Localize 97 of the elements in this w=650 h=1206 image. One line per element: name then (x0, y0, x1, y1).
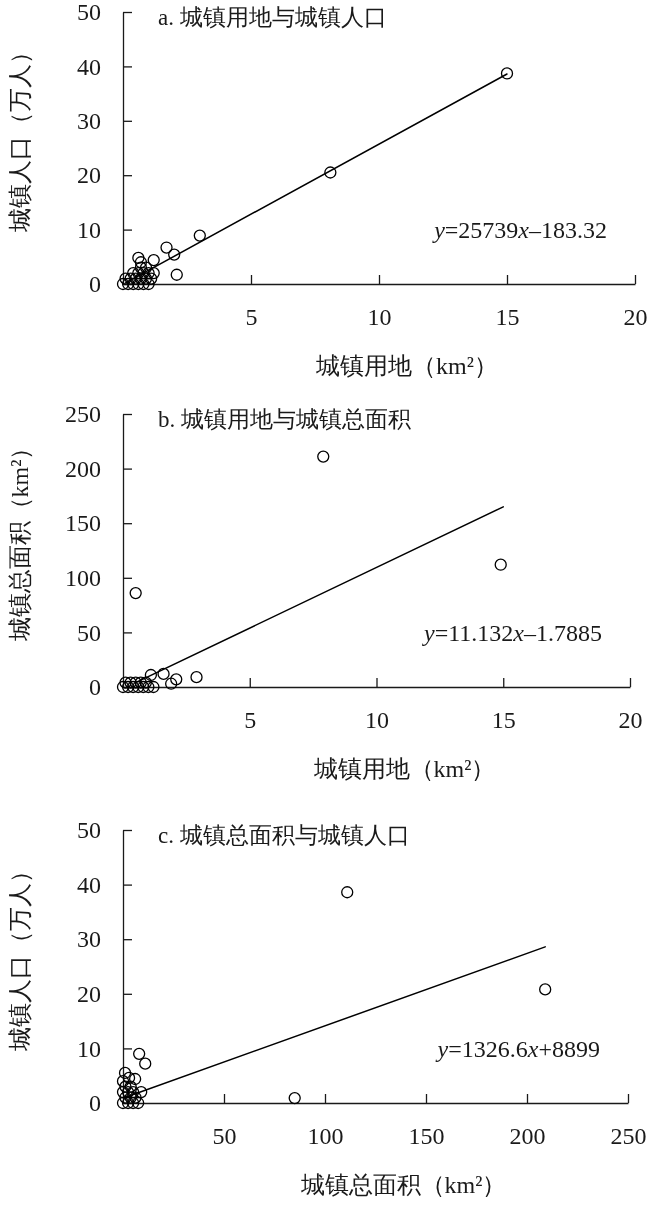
y-tick-label: 30 (77, 926, 101, 953)
y-tick-label: 0 (89, 674, 101, 701)
y-tick-label: 150 (65, 510, 101, 537)
point (142, 680, 155, 694)
x-tick-label: 200 (509, 1123, 546, 1150)
point (147, 266, 160, 280)
point (121, 1085, 135, 1099)
x-tick-label: 100 (307, 1123, 344, 1150)
chart-title: a. 城镇用地与城镇人口 (158, 5, 387, 31)
y-tick-label: 50 (77, 619, 101, 646)
point (135, 1085, 148, 1099)
point (119, 1080, 132, 1093)
y-tick-label: 0 (89, 271, 101, 298)
point (288, 1091, 301, 1105)
y-tick-label: 250 (65, 401, 101, 428)
y-axis-title: 城镇总面积（km²） (6, 435, 33, 643)
point (168, 248, 181, 261)
point (132, 266, 145, 280)
y-tick-label: 10 (77, 1035, 101, 1062)
point (129, 676, 142, 689)
point (165, 677, 178, 690)
annotation: y=1326.6x+8899 (435, 1035, 600, 1062)
point (128, 1072, 142, 1086)
point (341, 886, 354, 899)
point (142, 266, 155, 280)
point (116, 1085, 130, 1099)
x-tick-label: 250 (610, 1123, 647, 1150)
y-axis-title: 城镇人口（万人） (6, 40, 33, 233)
x-axis-title: 城镇用地（km²） (315, 352, 498, 379)
x-tick-label: 15 (495, 304, 520, 331)
point (139, 261, 153, 274)
point (170, 673, 183, 686)
chart-title: c. 城镇总面积与城镇人口 (158, 823, 410, 849)
point (118, 1066, 132, 1080)
y-tick-label: 50 (77, 0, 101, 26)
point (137, 680, 150, 694)
x-tick-label: 10 (367, 304, 392, 331)
x-tick-label: 10 (365, 707, 389, 734)
point (157, 667, 170, 681)
point (142, 277, 155, 291)
point (494, 558, 507, 571)
point (124, 1080, 137, 1093)
point (317, 450, 330, 463)
y-tick-label: 40 (77, 53, 101, 80)
annotation: y=25739x–183.32 (432, 216, 607, 243)
point (134, 256, 148, 269)
point (134, 676, 147, 689)
x-axis-title: 城镇总面积（km²） (299, 1171, 507, 1198)
y-tick-label: 0 (89, 1090, 101, 1117)
point (145, 272, 158, 285)
y-tick-label: 50 (77, 817, 101, 844)
y-tick-label: 40 (77, 871, 101, 898)
point (132, 251, 145, 265)
point (134, 261, 148, 274)
y-tick-label: 10 (77, 216, 101, 243)
point (116, 1075, 130, 1088)
point (500, 67, 514, 80)
y-tick-label: 30 (77, 107, 101, 134)
point (190, 671, 203, 684)
y-tick-label: 100 (65, 564, 101, 591)
point (147, 680, 160, 694)
point (139, 676, 152, 689)
x-tick-label: 20 (623, 304, 648, 331)
x-axis-title: 城镇用地（km²） (312, 755, 496, 782)
point (127, 266, 140, 280)
point (324, 166, 337, 179)
point (170, 268, 183, 281)
point (129, 1091, 142, 1104)
x-tick-label: 5 (245, 304, 258, 331)
point (133, 1047, 146, 1060)
point (193, 229, 206, 242)
point (132, 680, 145, 694)
point (122, 1071, 136, 1085)
point (126, 680, 140, 694)
x-tick-label: 150 (408, 1123, 445, 1150)
x-tick-label: 5 (244, 707, 257, 734)
y-tick-label: 20 (77, 162, 101, 189)
point (126, 1085, 140, 1099)
point (144, 668, 158, 682)
point (126, 1096, 140, 1110)
x-tick-label: 15 (491, 707, 516, 734)
point (539, 983, 552, 996)
point (127, 277, 140, 291)
point (137, 277, 150, 291)
x-tick-label: 50 (212, 1123, 237, 1150)
chart-title: b. 城镇用地与城镇总面积 (158, 407, 411, 433)
y-tick-label: 200 (65, 455, 101, 482)
point (147, 253, 160, 267)
y-axis-title: 城镇人口（万人） (6, 858, 33, 1052)
x-tick-label: 20 (618, 707, 643, 734)
y-tick-label: 20 (77, 980, 101, 1007)
annotation: y=11.132x–1.7885 (422, 619, 602, 646)
point (129, 586, 142, 600)
point (160, 241, 173, 254)
point (132, 277, 145, 291)
point (132, 1096, 145, 1110)
point (139, 1057, 152, 1070)
